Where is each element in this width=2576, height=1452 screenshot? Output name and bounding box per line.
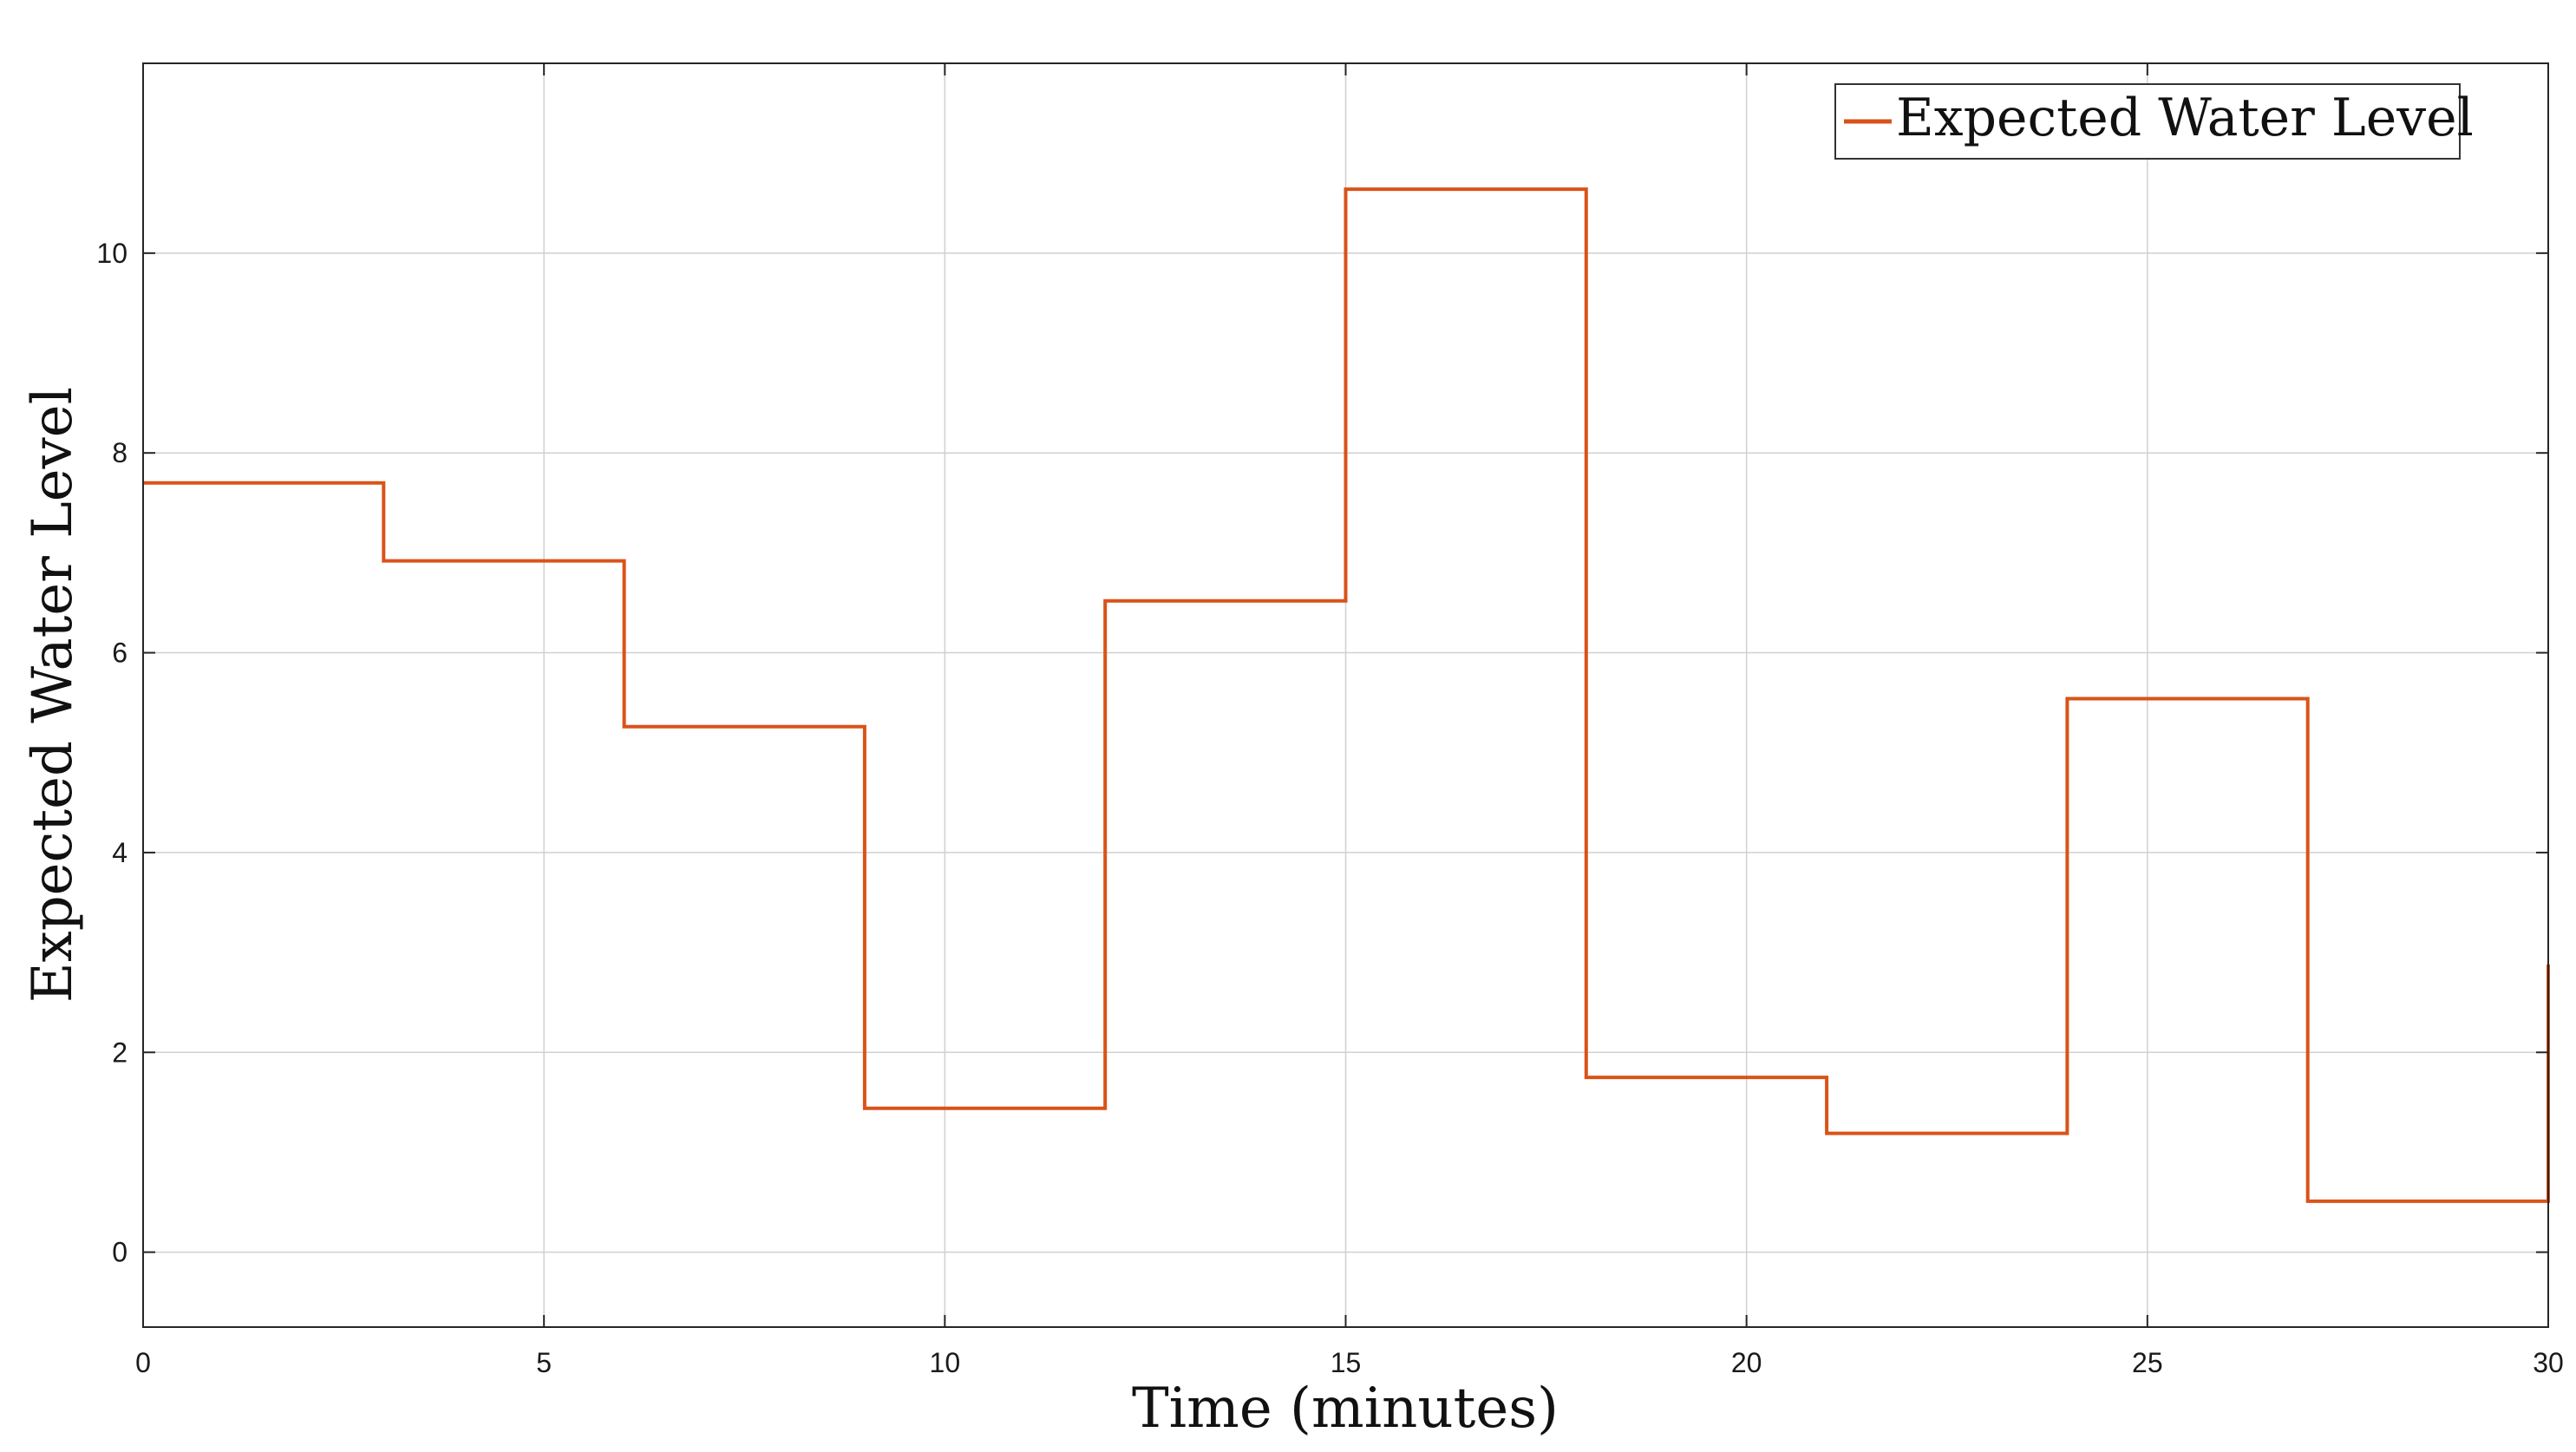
y-tick-label: 10 bbox=[96, 238, 127, 269]
legend-box bbox=[1834, 83, 2461, 160]
tick-layer: 0 5 10 15 20 25 30 0 2 4 6 8 10 bbox=[96, 63, 2564, 1378]
series-layer bbox=[143, 187, 2550, 1203]
x-tick-label: 10 bbox=[930, 1347, 961, 1378]
x-tick-label: 25 bbox=[2132, 1347, 2163, 1378]
x-tick-label: 0 bbox=[135, 1347, 151, 1378]
legend: Expected Water Level bbox=[1834, 83, 2474, 160]
y-tick-label: 4 bbox=[112, 837, 127, 868]
y-tick-label: 2 bbox=[112, 1037, 127, 1068]
y-tick-label: 6 bbox=[112, 638, 127, 669]
x-tick-label: 5 bbox=[536, 1347, 552, 1378]
x-tick-label: 15 bbox=[1330, 1347, 1362, 1378]
legend-label: Expected Water Level bbox=[1896, 88, 2474, 148]
y-tick-label: 8 bbox=[112, 437, 127, 468]
series-line-expected-water-level bbox=[143, 187, 2550, 1203]
y-axis-title: Expected Water Level bbox=[21, 387, 85, 1003]
x-axis-title: Time (minutes) bbox=[1132, 1377, 1559, 1441]
x-tick-label: 30 bbox=[2533, 1347, 2564, 1378]
x-tick-label: 20 bbox=[1731, 1347, 1762, 1378]
y-tick-label: 0 bbox=[112, 1237, 127, 1268]
